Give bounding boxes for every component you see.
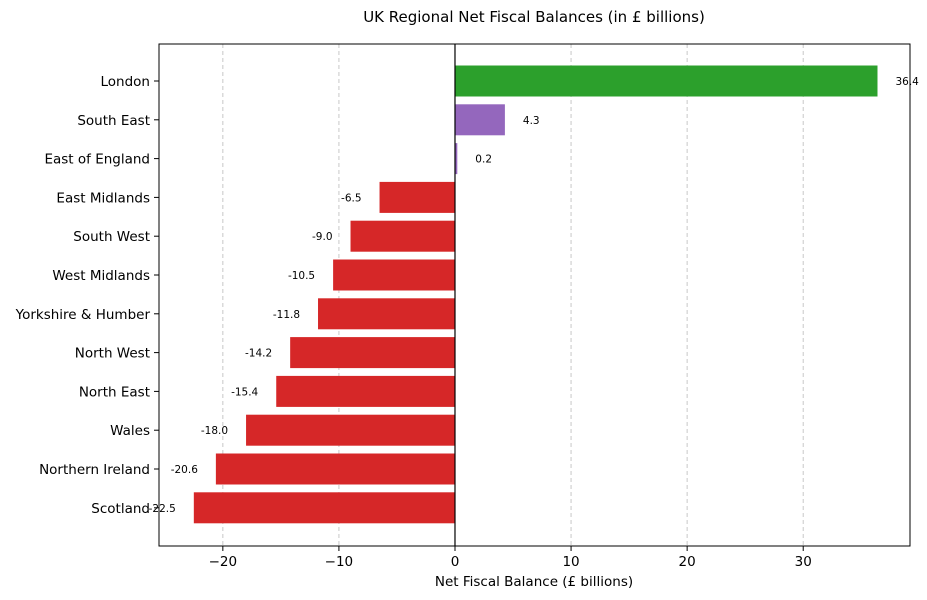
bar [290, 337, 455, 369]
category-label: Wales [110, 423, 150, 439]
category-label: North West [75, 346, 150, 362]
value-label: -15.4 [231, 386, 258, 398]
bar [215, 453, 455, 485]
value-label: 4.3 [523, 115, 540, 127]
category-label: Scotland [91, 501, 150, 517]
category-label: South East [77, 113, 150, 129]
x-axis-label: Net Fiscal Balance (£ billions) [435, 574, 633, 590]
x-tick-label: 0 [451, 554, 460, 570]
category-label: West Midlands [52, 268, 150, 284]
bar [276, 375, 455, 407]
value-label: -14.2 [245, 348, 272, 360]
bar [318, 298, 455, 330]
category-label: East of England [44, 152, 150, 168]
x-tick-label: 20 [679, 554, 696, 570]
value-label: -11.8 [273, 309, 300, 321]
bar [246, 414, 455, 446]
x-tick-label: −20 [209, 554, 238, 570]
plot-frame [158, 43, 911, 547]
value-label: -10.5 [288, 270, 315, 282]
bar [454, 104, 505, 136]
category-label: London [101, 74, 151, 90]
x-tick-label: 30 [795, 554, 812, 570]
value-labels: 36.4 4.3 0.2 -6.5 -9.0 -10.5 -11.8 -14.2 -15.4 -1… [149, 76, 920, 515]
bar [379, 181, 455, 213]
value-label: -9.0 [312, 231, 333, 243]
x-tick-label: −10 [325, 554, 354, 570]
category-label: Northern Ireland [39, 462, 150, 478]
bar [454, 65, 878, 97]
bar [350, 220, 455, 252]
category-label: North East [79, 384, 150, 400]
value-label: -6.5 [341, 192, 362, 204]
x-axis-ticks: −20 −10 0 10 20 30 [209, 546, 812, 570]
category-label: Yorkshire & Humber [15, 307, 151, 323]
chart-title: UK Regional Net Fiscal Balances (in £ bi… [363, 8, 705, 26]
bar [193, 492, 455, 524]
value-label: 36.4 [895, 76, 919, 88]
value-label: -22.5 [149, 503, 176, 515]
y-axis-ticks: London South East East of England East Midl… [15, 74, 159, 517]
value-label: -20.6 [171, 464, 198, 476]
bars [193, 65, 878, 524]
category-label: South West [73, 229, 150, 245]
bar [333, 259, 455, 291]
x-tick-label: 10 [562, 554, 579, 570]
category-label: East Midlands [56, 190, 150, 206]
value-label: 0.2 [475, 154, 492, 166]
value-label: -18.0 [201, 425, 228, 437]
bar [454, 143, 458, 175]
